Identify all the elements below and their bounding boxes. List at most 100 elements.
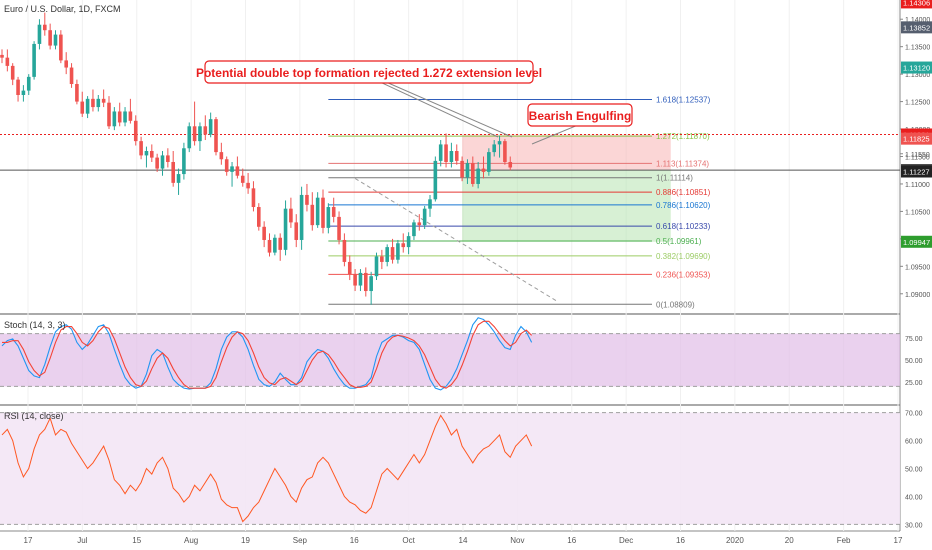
rsi-tick-label: 30.00 [905, 522, 923, 529]
candle-body [487, 152, 491, 172]
callout-text: Bearish Engulfing [529, 109, 632, 123]
price-badge-label: 1.14306 [903, 0, 930, 7]
candle-body [428, 199, 432, 209]
candle-body [112, 111, 117, 127]
price-tick-label: 1.11500 [905, 155, 930, 162]
candle-body [396, 243, 400, 260]
candle-body [492, 144, 496, 153]
candle-body [412, 222, 416, 237]
callout-box [204, 60, 534, 84]
rsi-line [1, 414, 533, 523]
candle-body [438, 144, 443, 161]
candle-body [203, 126, 208, 135]
candle-body [235, 166, 240, 176]
candle-body [251, 188, 256, 208]
candle-body [476, 168, 480, 184]
candle-body [192, 126, 197, 142]
candle-body [96, 98, 101, 108]
candle-body [64, 60, 68, 68]
candle-body [48, 30, 52, 46]
price-tick-label: 1.13000 [905, 72, 930, 79]
rsi-tick-label: 40.00 [905, 494, 923, 501]
candle-body [59, 34, 63, 61]
fib-level-label: 1.113(1.11374) [656, 159, 709, 168]
price-tick-label: 1.13500 [905, 45, 930, 52]
candle-body [240, 175, 245, 183]
rsi-tick-label: 50.00 [905, 467, 923, 474]
candle-body [401, 243, 406, 248]
candle-body [10, 65, 15, 80]
candle-body [310, 204, 315, 226]
candle-body [465, 163, 470, 178]
candle-body [208, 119, 213, 135]
stop-loss-zone [462, 134, 671, 171]
candle-body [155, 157, 159, 169]
candle-body [214, 119, 218, 153]
price-tick-label: 1.09000 [905, 292, 930, 299]
price-badge [901, 61, 932, 74]
candle-body [26, 76, 31, 91]
fib-level-label: 1.272(1.11870) [656, 132, 710, 141]
time-axis-label: 2020 [726, 536, 744, 545]
price-badge-label: 1.11825 [903, 135, 930, 144]
candle-body [444, 144, 448, 162]
candle-body [69, 67, 74, 85]
callout-pointer [531, 124, 579, 145]
candle-body [182, 148, 186, 175]
candle-body [497, 141, 502, 145]
trendline [354, 178, 559, 303]
fib-level-label: 1.618(1.12537) [656, 96, 711, 105]
candle-body [454, 151, 459, 161]
candle-body [503, 141, 507, 162]
candle-body [267, 239, 272, 253]
candle-body [85, 98, 90, 114]
candle-body [326, 207, 331, 228]
candle-body [166, 155, 170, 162]
price-tick-label: 1.11550 [905, 152, 930, 159]
price-badge [901, 132, 932, 145]
price-badge [901, 0, 932, 9]
callout-box [527, 103, 633, 127]
rsi-tick-label: 60.00 [905, 439, 923, 446]
candle-body [139, 141, 143, 156]
price-tick-label: 1.12500 [905, 100, 930, 107]
candle-body [257, 207, 261, 227]
candle-body [5, 57, 10, 66]
stoch-title: Stoch (14, 3, 3) [4, 320, 66, 330]
fib-level-label: 0.5(1.09961) [656, 237, 702, 246]
time-axis-label: 14 [459, 536, 468, 545]
candle-body [32, 43, 36, 77]
candle-body [246, 182, 250, 189]
candle-body [160, 155, 165, 169]
candle-body [337, 216, 341, 240]
candle-body [198, 126, 202, 142]
stoch-line-k [1, 317, 533, 391]
time-axis-label: 19 [241, 536, 250, 545]
price-badge-label: 1.11227 [903, 167, 930, 176]
candle-body [449, 151, 454, 162]
time-axis-label: 16 [567, 536, 576, 545]
price-badge-label: 1.13120 [903, 64, 930, 73]
rsi-title: RSI (14, close) [4, 411, 64, 421]
time-axis-label: Oct [402, 536, 415, 545]
candle-body [43, 24, 47, 31]
price-tick-label: 1.09500 [905, 264, 930, 271]
time-axis-label: Jul [77, 536, 87, 545]
time-axis-label: 17 [24, 536, 33, 545]
fib-level-label: 0(1.08809) [656, 300, 695, 309]
candle-body [385, 247, 389, 262]
candle-body [283, 208, 288, 250]
candle-body [91, 98, 95, 108]
candle-body [230, 166, 234, 172]
candle-body [150, 151, 154, 158]
price-badge [901, 165, 932, 178]
candle-body [144, 151, 149, 156]
candle-body [364, 272, 368, 292]
candle-body [117, 111, 122, 123]
candle-body [353, 274, 357, 286]
candle-body [305, 194, 309, 205]
candle-body [406, 236, 411, 248]
candle-body [380, 256, 384, 262]
candle-body [176, 174, 181, 183]
